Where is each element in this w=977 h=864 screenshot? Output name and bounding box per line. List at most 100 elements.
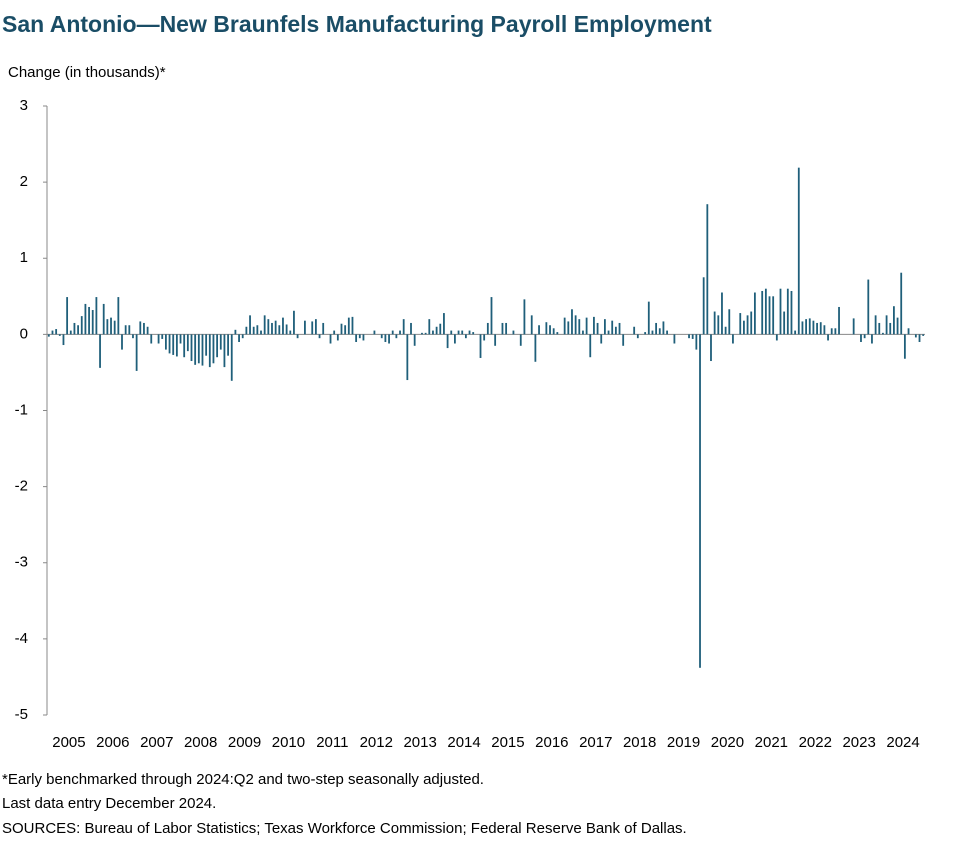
bar — [589, 334, 592, 358]
bar — [874, 315, 877, 335]
bar — [889, 322, 892, 335]
bar — [113, 320, 116, 335]
bar — [373, 330, 376, 335]
bar — [355, 334, 358, 342]
x-tick-label: 2015 — [491, 734, 524, 751]
bar — [450, 330, 453, 335]
bar — [351, 316, 354, 335]
bar — [523, 299, 526, 335]
y-tick-label: 3 — [20, 97, 28, 114]
footnote: Last data entry December 2024. — [2, 795, 216, 812]
x-tick-label: 2016 — [535, 734, 568, 751]
bar — [647, 301, 650, 335]
bar — [614, 326, 617, 335]
bar — [391, 330, 394, 335]
bar — [55, 329, 58, 335]
bar — [746, 315, 749, 335]
bar — [432, 330, 434, 335]
bar — [706, 204, 709, 335]
bar — [494, 334, 497, 346]
bar — [622, 334, 625, 346]
y-tick-label: -1 — [15, 401, 28, 418]
bar — [304, 320, 306, 335]
bar — [256, 325, 259, 335]
bar — [483, 334, 486, 341]
bar — [534, 334, 537, 362]
bar — [51, 330, 54, 335]
bar — [501, 322, 504, 335]
x-tick-label: 2005 — [52, 734, 85, 751]
bar — [435, 326, 438, 335]
bar — [175, 334, 178, 357]
bar — [402, 319, 405, 335]
bar — [164, 334, 167, 350]
x-tick-label: 2007 — [140, 734, 173, 751]
bar — [139, 321, 142, 335]
bar — [852, 318, 855, 335]
bar — [66, 297, 69, 335]
bar — [340, 323, 343, 335]
bar — [252, 326, 255, 335]
y-tick-label: 1 — [20, 249, 28, 266]
x-tick-label: 2013 — [403, 734, 436, 751]
bar — [421, 332, 423, 335]
bar — [410, 322, 412, 335]
bar — [238, 334, 240, 342]
bar — [384, 334, 387, 342]
y-tick-label: -3 — [15, 554, 28, 571]
bar — [695, 334, 698, 350]
bar — [907, 328, 910, 335]
bar — [388, 334, 390, 344]
bar — [530, 315, 533, 335]
bar — [263, 315, 266, 335]
bar — [362, 334, 365, 341]
bar — [593, 316, 595, 335]
bar — [571, 309, 573, 335]
x-tick-label: 2024 — [886, 734, 919, 751]
bar — [830, 328, 833, 335]
bar — [212, 334, 215, 364]
bar — [702, 277, 705, 335]
bar — [230, 334, 233, 381]
bar — [764, 288, 767, 335]
bar — [197, 334, 200, 364]
bar — [812, 320, 815, 335]
bar — [885, 315, 888, 335]
x-tick-label: 2017 — [579, 734, 612, 751]
bar — [582, 330, 584, 335]
bar — [186, 334, 189, 352]
bar — [161, 334, 164, 339]
bar — [183, 334, 186, 358]
bar — [314, 319, 317, 335]
bar — [797, 167, 800, 335]
bar — [99, 334, 101, 368]
bar — [117, 297, 120, 335]
bar — [219, 334, 222, 350]
bar — [47, 334, 50, 337]
x-tick-label: 2021 — [755, 734, 788, 751]
bar — [208, 334, 211, 368]
bar — [666, 330, 668, 335]
bar — [775, 334, 778, 341]
bar — [73, 322, 76, 335]
bar — [688, 334, 690, 339]
bar — [611, 320, 614, 335]
bar — [794, 330, 797, 335]
bar — [918, 334, 921, 342]
bar — [750, 311, 753, 335]
bar — [761, 290, 764, 335]
bar — [282, 317, 284, 335]
x-tick-label: 2006 — [96, 734, 129, 751]
bar — [329, 334, 332, 344]
bar — [893, 306, 895, 335]
bar — [454, 334, 456, 344]
bar — [538, 325, 540, 335]
x-tick-label: 2011 — [316, 734, 348, 751]
bar — [468, 330, 471, 335]
bar — [713, 311, 716, 335]
bar — [805, 319, 808, 335]
bar — [457, 330, 460, 335]
bar — [790, 290, 793, 335]
bar — [655, 322, 658, 335]
